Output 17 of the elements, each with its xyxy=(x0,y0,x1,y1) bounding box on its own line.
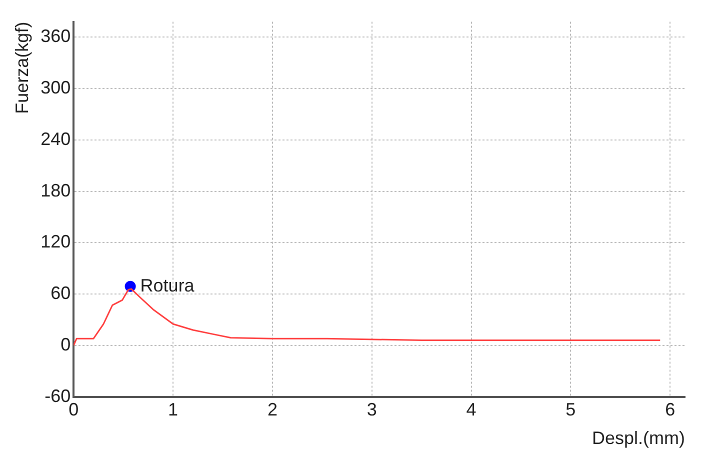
y-tick-label: -60 xyxy=(44,386,71,406)
annotation: Rotura xyxy=(140,275,196,296)
y-tick-label: 60 xyxy=(50,283,71,304)
y-axis-title: Fuerza(kgf) xyxy=(12,22,32,114)
x-axis-title: Despl.(mm) xyxy=(592,428,685,448)
y-tick-label: 0 xyxy=(60,334,71,354)
x-tick-label: 6 xyxy=(665,400,676,420)
x-tick-label: 1 xyxy=(168,400,178,420)
y-tick-label: 240 xyxy=(40,128,71,149)
y-tick-label: 360 xyxy=(40,26,71,46)
y-tick-label: 120 xyxy=(40,232,71,252)
y-tick-label: 180 xyxy=(40,180,71,200)
x-tick-label: 4 xyxy=(466,400,476,420)
x-tick-label: 2 xyxy=(267,400,278,420)
x-tick-label: 5 xyxy=(566,400,576,420)
x-tick-label: 3 xyxy=(366,400,377,420)
y-tick-label: 300 xyxy=(40,78,71,98)
